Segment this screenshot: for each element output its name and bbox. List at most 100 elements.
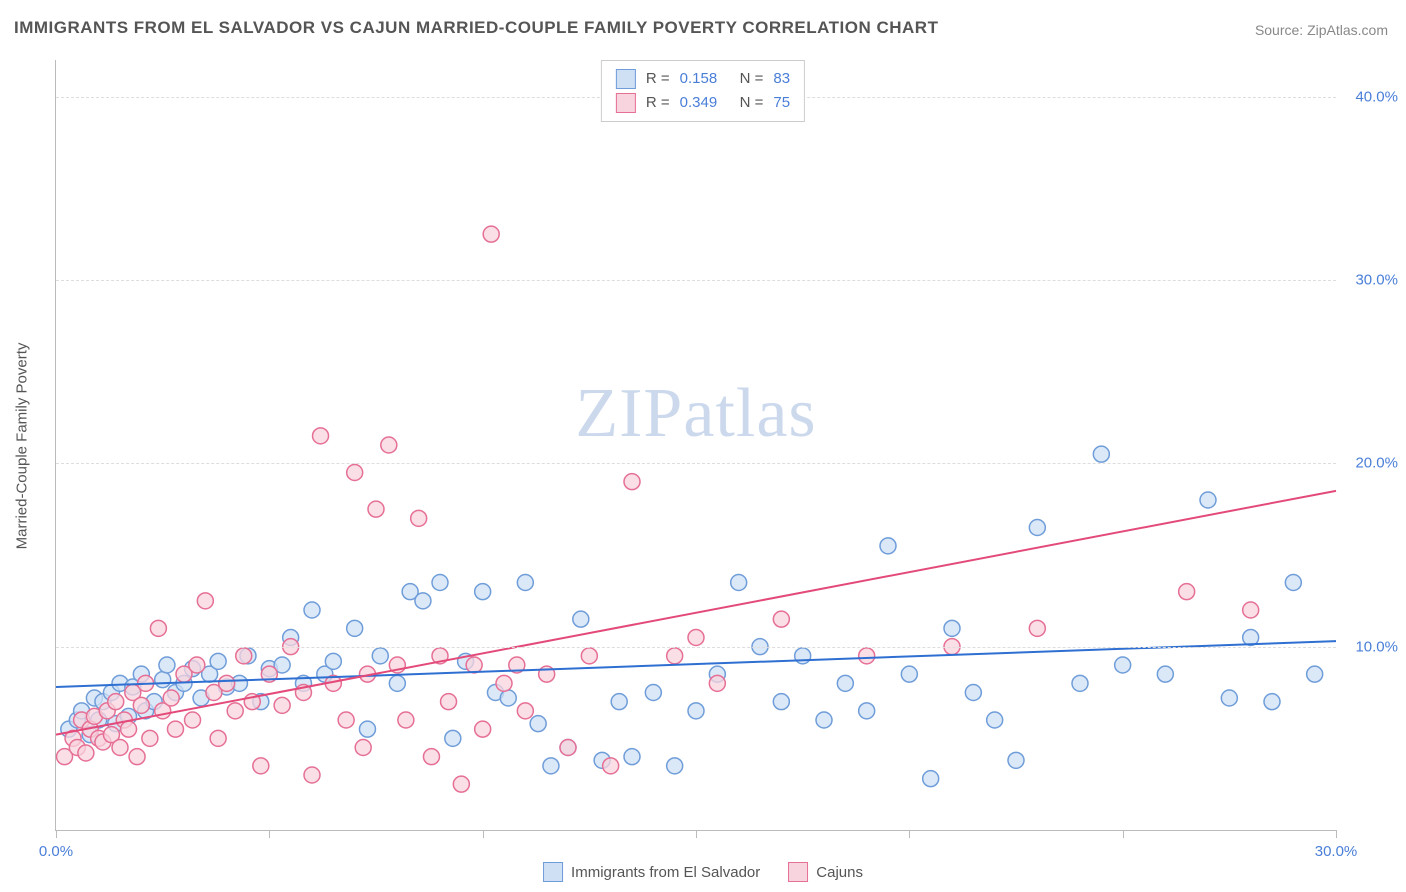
- data-point: [445, 730, 461, 746]
- data-point: [389, 675, 405, 691]
- data-point: [645, 685, 661, 701]
- data-point: [987, 712, 1003, 728]
- n-value: 83: [773, 67, 790, 91]
- data-point: [347, 465, 363, 481]
- data-point: [1285, 575, 1301, 591]
- n-label: N =: [740, 91, 764, 115]
- data-point: [1221, 690, 1237, 706]
- data-point: [773, 611, 789, 627]
- data-point: [611, 694, 627, 710]
- data-point: [859, 703, 875, 719]
- data-point: [219, 675, 235, 691]
- legend-swatch: [616, 93, 636, 113]
- data-point: [129, 749, 145, 765]
- data-point: [573, 611, 589, 627]
- x-tick: [1123, 830, 1124, 838]
- source-label: Source: ZipAtlas.com: [1255, 22, 1388, 38]
- gridline: [56, 463, 1336, 464]
- data-point: [159, 657, 175, 673]
- data-point: [355, 740, 371, 756]
- legend-swatch: [788, 862, 808, 882]
- data-point: [167, 721, 183, 737]
- data-point: [475, 584, 491, 600]
- data-point: [688, 630, 704, 646]
- r-label: R =: [646, 91, 670, 115]
- legend-label: Cajuns: [816, 864, 863, 881]
- data-point: [121, 721, 137, 737]
- data-point: [688, 703, 704, 719]
- data-point: [411, 510, 427, 526]
- data-point: [1307, 666, 1323, 682]
- data-point: [313, 428, 329, 444]
- data-point: [347, 620, 363, 636]
- data-point: [581, 648, 597, 664]
- data-point: [517, 575, 533, 591]
- gridline: [56, 280, 1336, 281]
- data-point: [185, 712, 201, 728]
- data-point: [944, 620, 960, 636]
- data-point: [227, 703, 243, 719]
- data-point: [304, 602, 320, 618]
- data-point: [338, 712, 354, 728]
- data-point: [1093, 446, 1109, 462]
- data-point: [432, 575, 448, 591]
- data-point: [543, 758, 559, 774]
- n-value: 75: [773, 91, 790, 115]
- data-point: [624, 474, 640, 490]
- data-point: [415, 593, 431, 609]
- data-point: [150, 620, 166, 636]
- data-point: [1115, 657, 1131, 673]
- data-point: [466, 657, 482, 673]
- scatter-plot-svg: [56, 60, 1336, 830]
- data-point: [1029, 520, 1045, 536]
- series-legend: Immigrants from El Salvador Cajuns: [543, 862, 863, 882]
- data-point: [189, 657, 205, 673]
- x-tick: [56, 830, 57, 838]
- data-point: [475, 721, 491, 737]
- trend-line: [56, 491, 1336, 735]
- legend-label: Immigrants from El Salvador: [571, 864, 760, 881]
- data-point: [773, 694, 789, 710]
- data-point: [142, 730, 158, 746]
- data-point: [731, 575, 747, 591]
- chart-title: IMMIGRANTS FROM EL SALVADOR VS CAJUN MAR…: [14, 18, 938, 38]
- legend-item: Cajuns: [788, 862, 863, 882]
- y-tick-label: 30.0%: [1355, 272, 1398, 289]
- data-point: [372, 648, 388, 664]
- n-label: N =: [740, 67, 764, 91]
- data-point: [816, 712, 832, 728]
- x-tick: [909, 830, 910, 838]
- data-point: [441, 694, 457, 710]
- data-point: [530, 716, 546, 732]
- data-point: [197, 593, 213, 609]
- data-point: [210, 730, 226, 746]
- x-tick: [269, 830, 270, 838]
- x-tick: [483, 830, 484, 838]
- data-point: [709, 675, 725, 691]
- data-point: [398, 712, 414, 728]
- data-point: [901, 666, 917, 682]
- legend-row: R =0.158N =83: [616, 67, 790, 91]
- y-tick-label: 10.0%: [1355, 638, 1398, 655]
- data-point: [133, 697, 149, 713]
- r-label: R =: [646, 67, 670, 91]
- data-point: [210, 653, 226, 669]
- data-point: [859, 648, 875, 664]
- data-point: [108, 694, 124, 710]
- data-point: [304, 767, 320, 783]
- legend-item: Immigrants from El Salvador: [543, 862, 760, 882]
- r-value: 0.349: [680, 91, 730, 115]
- x-tick-label: 30.0%: [1315, 843, 1358, 860]
- data-point: [325, 653, 341, 669]
- data-point: [1264, 694, 1280, 710]
- data-point: [368, 501, 384, 517]
- data-point: [453, 776, 469, 792]
- data-point: [517, 703, 533, 719]
- data-point: [1072, 675, 1088, 691]
- data-point: [880, 538, 896, 554]
- data-point: [667, 648, 683, 664]
- y-axis-title: Married-Couple Family Poverty: [14, 343, 31, 550]
- gridline: [56, 647, 1336, 648]
- data-point: [667, 758, 683, 774]
- correlation-legend: R =0.158N =83R =0.349N =75: [601, 60, 805, 122]
